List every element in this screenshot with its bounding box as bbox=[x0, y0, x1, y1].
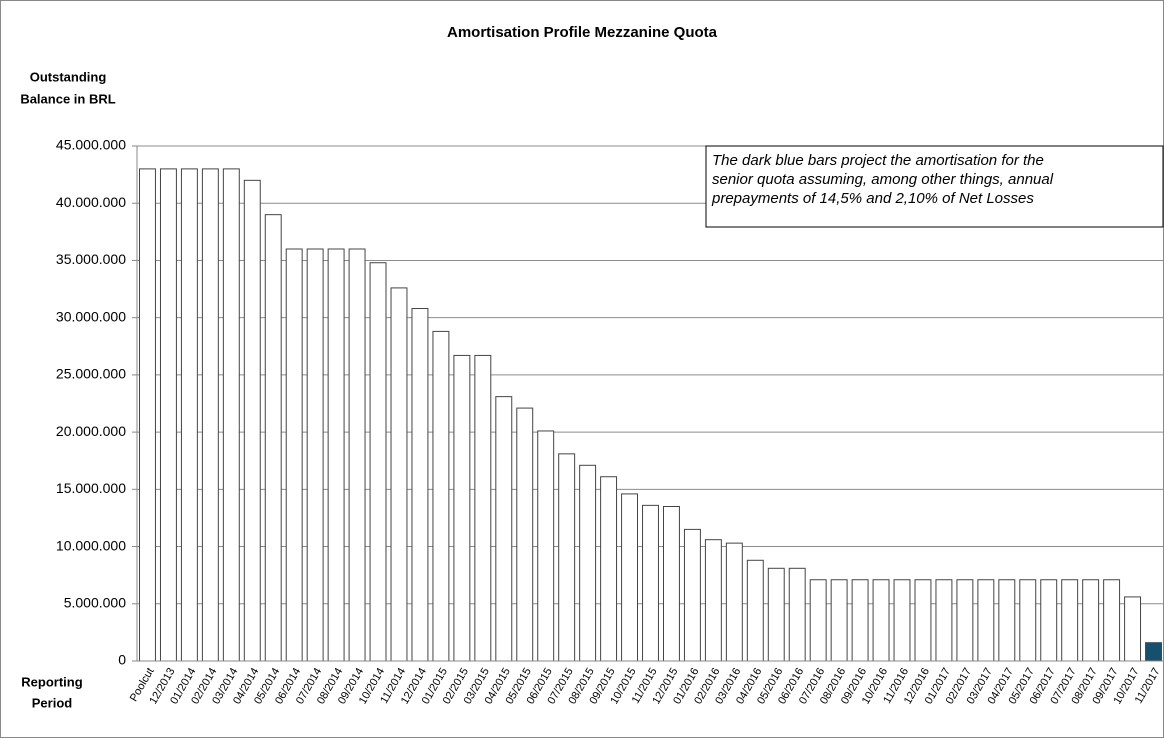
bar bbox=[642, 504, 659, 662]
bar bbox=[222, 168, 240, 662]
bar bbox=[956, 579, 974, 662]
annotation: The dark blue bars project the amortisat… bbox=[712, 152, 1044, 169]
bar bbox=[1145, 642, 1162, 662]
bar bbox=[830, 579, 848, 662]
bar bbox=[180, 168, 198, 662]
bar bbox=[264, 214, 282, 662]
bar bbox=[558, 453, 576, 662]
y-axis-label: Balance in BRL bbox=[20, 91, 115, 106]
bar bbox=[579, 464, 597, 662]
x-axis-label: Period bbox=[32, 695, 73, 710]
bar bbox=[139, 168, 156, 662]
y-tick-label: 20.000.000 bbox=[56, 423, 126, 439]
bar bbox=[369, 262, 387, 662]
bar bbox=[306, 248, 324, 662]
bar bbox=[1082, 579, 1100, 662]
bar bbox=[704, 539, 722, 662]
bar bbox=[662, 506, 680, 662]
annotation: senior quota assuming, among other thing… bbox=[712, 171, 1054, 188]
y-tick-label: 35.000.000 bbox=[56, 251, 126, 267]
bar bbox=[977, 579, 995, 662]
annotation-box bbox=[705, 145, 1164, 228]
annotation: prepayments of 14,5% and 2,10% of Net Lo… bbox=[711, 190, 1034, 207]
bar bbox=[725, 542, 743, 662]
bar bbox=[935, 579, 953, 662]
bar bbox=[1061, 579, 1079, 662]
bar bbox=[600, 476, 618, 662]
bar bbox=[893, 579, 911, 662]
y-tick-label: 25.000.000 bbox=[56, 366, 126, 382]
bar bbox=[537, 430, 555, 662]
bar bbox=[348, 248, 366, 662]
bar bbox=[746, 559, 764, 662]
y-tick-label: 10.000.000 bbox=[56, 537, 126, 553]
bar bbox=[411, 308, 429, 662]
bar bbox=[432, 330, 450, 662]
x-axis-label: Reporting bbox=[21, 674, 82, 689]
bar bbox=[1124, 596, 1142, 662]
bar bbox=[495, 396, 513, 662]
bar bbox=[767, 567, 785, 662]
bar bbox=[516, 407, 534, 662]
y-tick-label: 5.000.000 bbox=[64, 594, 126, 610]
chart-title: Amortisation Profile Mezzanine Quota bbox=[447, 24, 718, 41]
bar bbox=[809, 579, 827, 662]
bar bbox=[243, 179, 261, 662]
bar bbox=[1040, 579, 1058, 662]
bar bbox=[159, 168, 177, 662]
bar bbox=[201, 168, 219, 662]
bar bbox=[1019, 579, 1037, 662]
y-axis-label: Outstanding bbox=[30, 69, 107, 84]
bar bbox=[683, 528, 701, 662]
y-tick-label: 15.000.000 bbox=[56, 480, 126, 496]
bar bbox=[453, 354, 471, 662]
bar bbox=[998, 579, 1016, 662]
bar bbox=[474, 354, 492, 662]
bar bbox=[872, 579, 890, 662]
bar bbox=[285, 248, 303, 662]
bar bbox=[327, 248, 345, 662]
bar bbox=[621, 493, 639, 662]
y-tick-label: 45.000.000 bbox=[56, 137, 126, 153]
bar bbox=[914, 579, 932, 662]
bar bbox=[1103, 579, 1121, 662]
bar bbox=[788, 567, 806, 662]
y-tick-label: 30.000.000 bbox=[56, 308, 126, 324]
y-tick-label: 40.000.000 bbox=[56, 194, 126, 210]
bar bbox=[851, 579, 869, 662]
bar bbox=[390, 287, 408, 662]
y-tick-label: 0 bbox=[118, 652, 126, 668]
